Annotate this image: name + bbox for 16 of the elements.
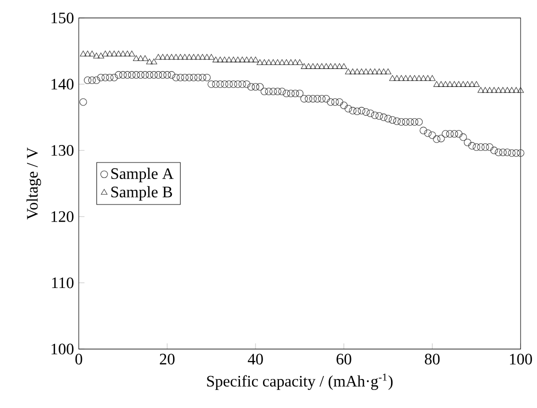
x-axis-title: Specific capacity / (mAh·g$^{-1}$) — [207, 374, 393, 390]
x-tick-label: 80 — [424, 354, 440, 365]
y-tick-label: 110 — [52, 277, 74, 288]
y-tick-label: 100 — [52, 344, 74, 354]
x-tick-label: 100 — [510, 354, 532, 365]
legend-label: Sample B — [111, 186, 172, 201]
x-tick-label: 40 — [248, 354, 263, 365]
x-tick-label: 60 — [336, 354, 352, 365]
y-tick-label: 130 — [52, 145, 74, 156]
y-axis-title: Voltage / V — [26, 148, 42, 220]
y-tick-label: 120 — [52, 211, 74, 222]
x-tick-label: 20 — [160, 354, 175, 365]
x-tick-label: 0 — [75, 354, 82, 365]
legend-label: Sample A — [111, 168, 174, 182]
y-tick-label: 140 — [52, 78, 74, 90]
y-tick-label: 150 — [52, 12, 74, 24]
